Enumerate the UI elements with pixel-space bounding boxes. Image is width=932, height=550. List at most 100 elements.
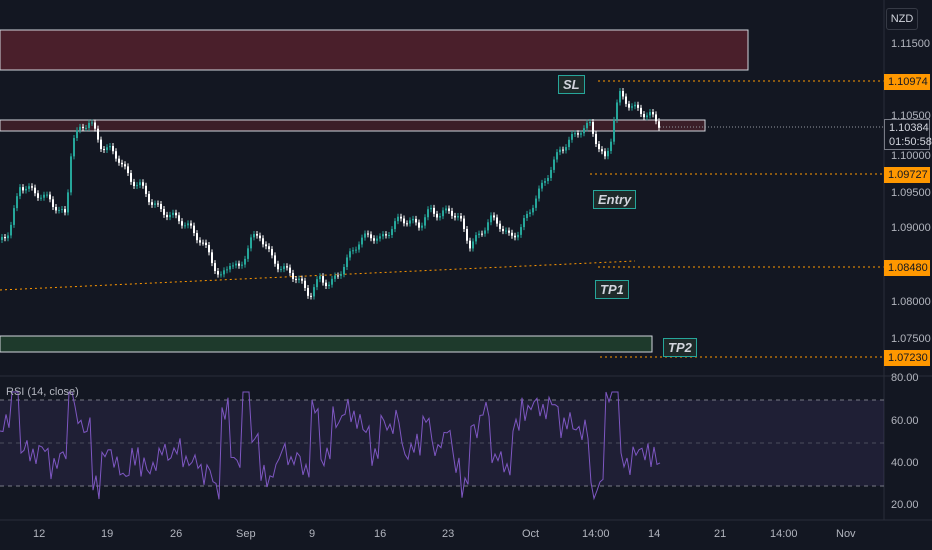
- candle-body: [625, 96, 627, 104]
- time-label: 14:00: [770, 528, 798, 540]
- candle-body: [37, 193, 39, 198]
- candle-body: [91, 122, 93, 124]
- candle-body: [214, 263, 216, 272]
- rsi-indicator-label[interactable]: RSI (14, close): [6, 386, 79, 398]
- candle-body: [361, 237, 363, 245]
- candle-body: [232, 265, 234, 267]
- candle-body: [334, 275, 336, 279]
- trendline[interactable]: [0, 260, 636, 291]
- candle-body: [568, 139, 570, 148]
- candle-body: [226, 269, 228, 271]
- candle-body: [22, 187, 24, 191]
- candle-body: [490, 215, 492, 223]
- candle-body: [430, 207, 432, 210]
- candle-body: [616, 102, 618, 120]
- candle-body: [157, 203, 159, 205]
- candle-body: [496, 217, 498, 224]
- candle-body: [517, 234, 519, 238]
- candle-body: [523, 218, 525, 228]
- candle-body: [127, 166, 129, 174]
- candle-body: [469, 240, 471, 249]
- supply-zone[interactable]: [0, 29, 749, 71]
- candle-body: [436, 213, 438, 218]
- candle-body: [541, 182, 543, 189]
- candle-body: [133, 181, 135, 186]
- candle-body: [544, 181, 546, 183]
- candle-body: [538, 188, 540, 199]
- candle-body: [418, 222, 420, 228]
- candle-body: [250, 237, 252, 249]
- candle-body: [148, 193, 150, 203]
- candle-body: [319, 276, 321, 280]
- candle-body: [238, 263, 240, 266]
- tp1-annotation[interactable]: TP1: [595, 280, 629, 299]
- rsi-scale-label: 60.00: [891, 415, 919, 427]
- candlestick-series: [1, 88, 660, 300]
- candle-body: [217, 271, 219, 275]
- demand-zone[interactable]: [0, 335, 653, 353]
- candle-body: [277, 263, 279, 270]
- candle-body: [466, 228, 468, 241]
- candle-body: [19, 187, 21, 197]
- candle-body: [253, 234, 255, 238]
- candle-body: [301, 278, 303, 281]
- candle-body: [46, 194, 48, 196]
- time-label: Oct: [522, 528, 540, 540]
- candle-body: [247, 248, 249, 259]
- candle-body: [289, 267, 291, 273]
- candle-body: [190, 223, 192, 226]
- candle-body: [142, 182, 144, 186]
- candle-body: [310, 295, 312, 297]
- candle-body: [7, 235, 9, 239]
- candle-body: [433, 207, 435, 214]
- candle-body: [634, 104, 636, 107]
- time-label: 14: [648, 528, 661, 540]
- candle-body: [298, 278, 300, 281]
- candle-body: [106, 147, 108, 151]
- candle-body: [451, 210, 453, 216]
- candle-body: [475, 235, 477, 242]
- candle-body: [229, 265, 231, 270]
- candle-body: [424, 217, 426, 226]
- currency-selector[interactable]: NZD: [886, 8, 918, 30]
- candle-body: [460, 216, 462, 219]
- candle-body: [244, 258, 246, 265]
- candle-body: [1, 236, 3, 240]
- candle-body: [187, 223, 189, 226]
- candle-body: [463, 218, 465, 229]
- candle-body: [223, 270, 225, 275]
- candle-body: [211, 252, 213, 264]
- entry-annotation[interactable]: Entry: [593, 190, 637, 209]
- candle-body: [610, 141, 612, 151]
- time-label: 26: [170, 528, 183, 540]
- candle-body: [646, 115, 648, 118]
- candle-body: [271, 249, 273, 256]
- rsi-scale-label: 40.00: [891, 457, 919, 469]
- candle-body: [652, 112, 654, 115]
- price-label: 1.09000: [891, 222, 931, 234]
- candle-body: [379, 236, 381, 239]
- tp2-annotation[interactable]: TP2: [663, 338, 697, 357]
- sl-annotation[interactable]: SL: [558, 75, 585, 94]
- candle-body: [166, 214, 168, 218]
- candle-body: [313, 287, 315, 297]
- resistance-zone[interactable]: [0, 119, 706, 132]
- candle-body: [205, 242, 207, 246]
- candle-body: [25, 188, 27, 191]
- candle-body: [175, 212, 177, 216]
- candle-body: [328, 284, 330, 287]
- candle-body: [202, 242, 204, 244]
- candle-body: [241, 264, 243, 266]
- candle-body: [427, 209, 429, 218]
- candle-body: [49, 194, 51, 200]
- candle-body: [583, 128, 585, 134]
- candle-body: [397, 216, 399, 222]
- candle-body: [403, 218, 405, 224]
- candle-body: [631, 106, 633, 108]
- candle-body: [493, 215, 495, 218]
- price-label: 1.11500: [891, 38, 930, 50]
- candle-body: [82, 126, 84, 129]
- candle-body: [178, 215, 180, 222]
- candle-body: [565, 147, 567, 151]
